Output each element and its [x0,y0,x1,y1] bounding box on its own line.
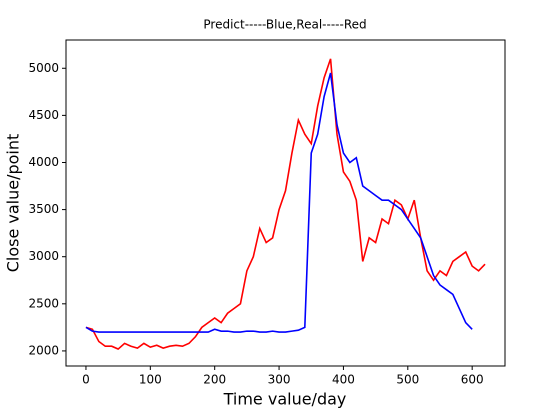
y-tick-label: 4000 [28,155,59,169]
chart-title: Predict-----Blue,Real-----Red [203,18,366,32]
x-tick-label: 600 [461,373,484,387]
y-tick-label: 2000 [28,343,59,357]
y-tick-label: 3000 [28,249,59,263]
x-tick-label: 300 [268,373,291,387]
x-tick-label: 400 [332,373,355,387]
x-tick-label: 200 [203,373,226,387]
x-axis-label: Time value/day [223,390,347,409]
y-tick-label: 3500 [28,202,59,216]
y-tick-label: 2500 [28,296,59,310]
x-tick-label: 100 [139,373,162,387]
series-line [85,58,486,350]
x-tick-label: 500 [396,373,419,387]
series-line [85,72,473,333]
y-tick-label: 5000 [28,61,59,75]
x-tick-label: 0 [82,373,90,387]
y-tick-label: 4500 [28,108,59,122]
plot-frame [65,39,506,367]
y-axis-label: Close value/point [4,134,23,273]
